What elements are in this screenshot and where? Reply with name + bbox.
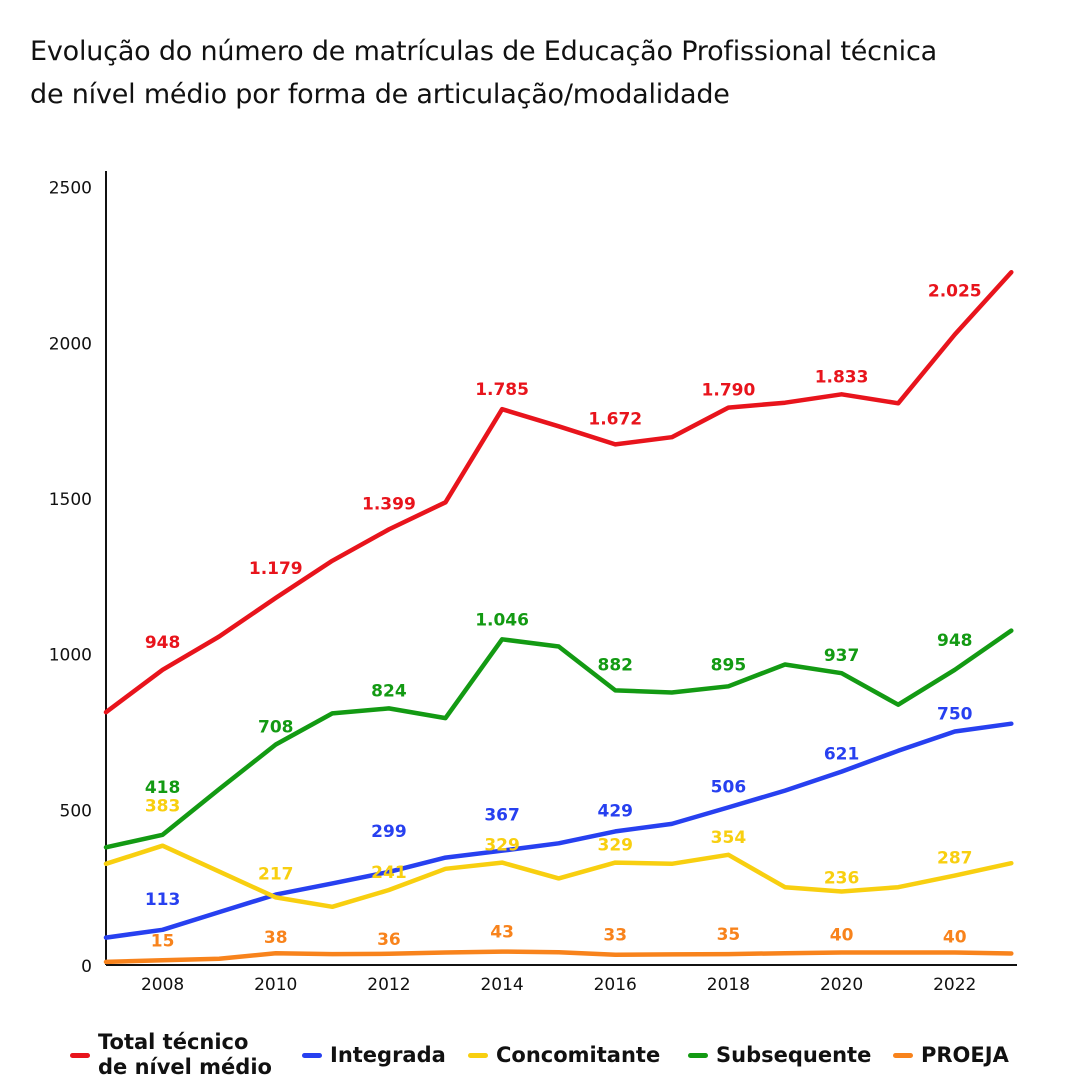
series-line-integrada <box>103 721 1014 940</box>
legend-label-proeja: PROEJA <box>921 1043 1009 1067</box>
legend-item-total: Total técnico de nível médio <box>70 1030 272 1080</box>
y-tick-label: 2500 <box>49 179 92 199</box>
legend-label-concomitante: Concomitante <box>496 1043 661 1067</box>
y-tick-label: 2000 <box>49 334 92 354</box>
data-label: 895 <box>711 655 747 675</box>
y-tick-label: 500 <box>60 801 92 821</box>
series-line-subsequente <box>103 628 1014 850</box>
x-tick-label: 2022 <box>933 975 976 995</box>
data-label: 40 <box>943 928 967 948</box>
x-tick-label: 2010 <box>254 975 297 995</box>
legend-swatch-concomitante <box>468 1053 488 1058</box>
data-label: 1.399 <box>362 494 416 514</box>
data-label: 1.672 <box>588 409 642 429</box>
data-label: 33 <box>603 926 627 946</box>
legend-label-total: Total técnico de nível médio <box>98 1030 272 1080</box>
data-label: 287 <box>937 849 973 869</box>
series-line-total-t-cnico-de-n-vel-m-dio <box>103 269 1014 715</box>
legend-swatch-subsequente <box>688 1053 708 1058</box>
data-label: 937 <box>824 646 860 666</box>
data-label: 38 <box>264 928 288 948</box>
data-label: 217 <box>258 864 294 884</box>
legend-swatch-proeja <box>893 1053 913 1058</box>
chart-title-line-2: de nível médio por forma de articulação/… <box>30 79 730 110</box>
data-label: 15 <box>151 931 175 951</box>
legend-label-total-line-1: Total técnico <box>98 1030 249 1054</box>
x-tick-label: 2016 <box>594 975 637 995</box>
data-label: 1.833 <box>815 367 869 387</box>
data-label: 429 <box>598 801 634 821</box>
data-label: 383 <box>145 797 181 817</box>
legend-item-concomitante: Concomitante <box>468 1043 660 1068</box>
legend-item-subsequente: Subsequente <box>688 1043 871 1068</box>
data-label: 882 <box>598 655 634 675</box>
data-label: 506 <box>711 777 747 797</box>
data-label: 621 <box>824 745 860 765</box>
legend-label-subsequente: Subsequente <box>716 1043 872 1067</box>
data-label: 40 <box>830 926 854 946</box>
data-label: 35 <box>717 925 741 945</box>
data-label: 43 <box>490 923 514 943</box>
data-label: 948 <box>937 631 973 651</box>
x-tick-label: 2020 <box>820 975 863 995</box>
data-label: 750 <box>937 704 973 724</box>
legend-item-proeja: PROEJA <box>893 1043 1009 1068</box>
data-label: 2.025 <box>928 281 982 301</box>
line-chart: 0 500 1000 1500 2000 2500 2008 2010 2012 2014 2016… <box>49 171 1017 995</box>
legend-label-total-line-2: de nível médio <box>98 1055 272 1079</box>
data-label: 354 <box>711 828 747 848</box>
data-label: 329 <box>484 836 520 856</box>
data-label: 824 <box>371 681 407 701</box>
data-label: 241 <box>371 863 407 883</box>
data-label: 329 <box>598 836 634 856</box>
data-label: 367 <box>484 806 520 826</box>
chart-title: Evolução do número de matrículas de Educ… <box>30 30 1050 116</box>
legend-swatch-total <box>70 1052 90 1058</box>
x-tick-label: 2018 <box>707 975 750 995</box>
data-label: 418 <box>145 778 181 798</box>
data-label: 1.046 <box>475 610 529 630</box>
data-label: 236 <box>824 869 860 889</box>
data-label: 1.785 <box>475 380 529 400</box>
chart-legend: Total técnico de nível médio Integrada C… <box>70 1026 1070 1086</box>
y-tick-label: 1500 <box>49 490 92 510</box>
data-label: 1.790 <box>702 381 756 401</box>
x-tick-label: 2008 <box>141 975 184 995</box>
legend-swatch-integrada <box>302 1053 322 1058</box>
data-label: 1.179 <box>249 559 303 579</box>
data-label: 113 <box>145 890 181 910</box>
legend-label-integrada: Integrada <box>330 1043 446 1067</box>
series-line-proeja <box>103 949 1014 965</box>
data-label: 708 <box>258 718 294 738</box>
data-label: 299 <box>371 822 407 842</box>
data-label: 36 <box>377 930 401 950</box>
x-tick-label: 2014 <box>480 975 523 995</box>
x-tick-label: 2012 <box>367 975 410 995</box>
data-label: 948 <box>145 633 181 653</box>
y-tick-label: 1000 <box>49 646 92 666</box>
series-line-concomitante <box>103 843 1014 910</box>
y-tick-label: 0 <box>81 957 92 977</box>
chart-title-line-1: Evolução do número de matrículas de Educ… <box>30 36 937 67</box>
legend-item-integrada: Integrada <box>302 1043 446 1068</box>
